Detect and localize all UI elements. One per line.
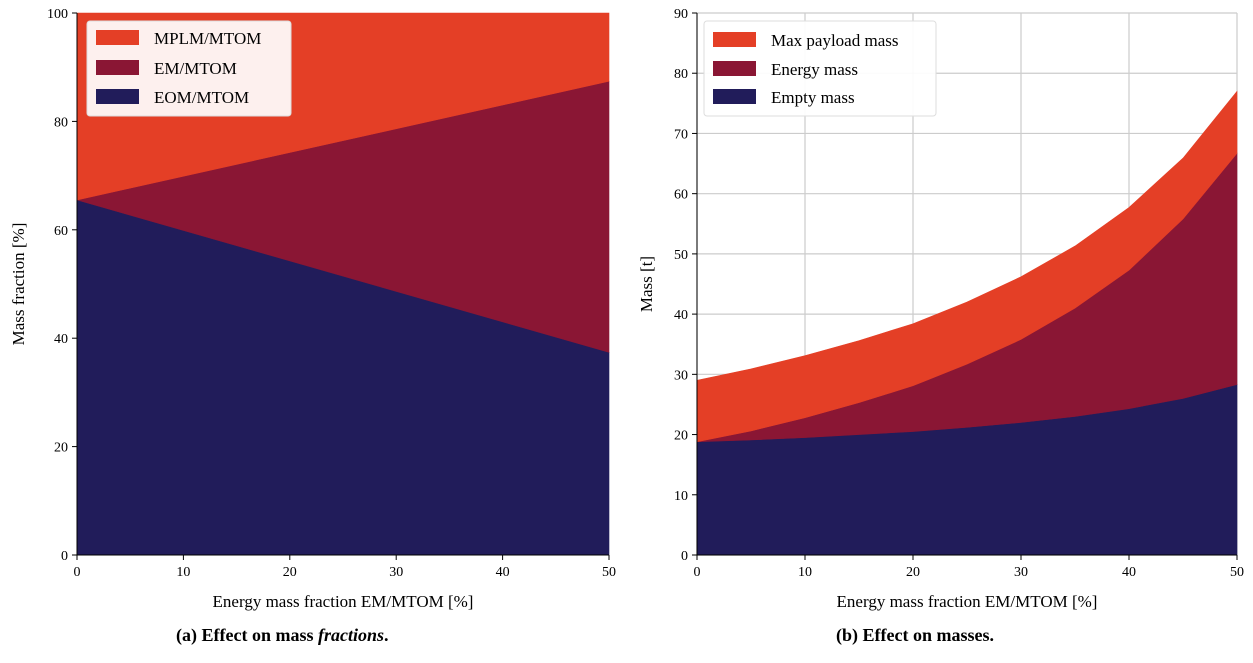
y-tick-label: 100 [47,7,68,22]
x-axis-label: Energy mass fraction EM/MTOM [%] [837,592,1098,611]
caption-a-label: (a) Effect on mass [176,625,314,645]
x-axis-label: Energy mass fraction EM/MTOM [%] [213,592,474,611]
legend-swatch [713,89,756,104]
y-tick-label: 20 [54,441,68,456]
y-tick-label: 0 [61,549,68,564]
x-tick-label: 0 [694,565,701,580]
area-max-payload-mass [696,90,1238,443]
y-tick-label: 60 [674,188,688,203]
x-tick-label: 40 [1122,565,1136,580]
chart-a: 0 10 20 30 40 50 0 20 40 60 80 100 Energy mass fract… [9,7,616,611]
legend-label: Energy mass [771,60,858,79]
x-tick-label: 20 [283,565,297,580]
chart-b: 0 10 20 30 40 50 0 10 20 30 40 50 60 70 80 90 Energy mas… [637,7,1244,611]
x-tick-label: 50 [602,565,616,580]
caption-b-label: (b) Effect on masses. [836,625,994,645]
legend-swatch [96,60,139,75]
x-tick-label: 20 [906,565,920,580]
legend-label: EM/MTOM [154,59,237,78]
y-tick-label: 50 [674,248,688,263]
x-tick-label: 50 [1230,565,1244,580]
y-tick-label: 10 [674,489,688,504]
legend-label: Max payload mass [771,31,898,50]
y-tick-label: 80 [674,67,688,82]
y-tick-label: 0 [681,549,688,564]
y-tick-label: 70 [674,127,688,142]
y-tick-label: 30 [674,368,688,383]
x-tick-label: 10 [798,565,812,580]
x-tick-label: 30 [389,565,403,580]
y-tick-label: 60 [54,224,68,239]
legend-swatch [713,32,756,47]
x-tick-label: 10 [176,565,190,580]
legend: MPLM/MTOM EM/MTOM EOM/MTOM [86,20,292,117]
y-axis-label: Mass fraction [%] [9,223,28,346]
legend-label: MPLM/MTOM [154,29,261,48]
x-tick-label: 0 [74,565,81,580]
caption-b: (b) Effect on masses. [836,625,994,646]
y-tick-label: 20 [674,429,688,444]
caption-a-emphasis: fractions [317,625,384,645]
legend-swatch [713,61,756,76]
y-tick-label: 40 [674,308,688,323]
caption-a: (a) Effect on mass fractions. [176,625,389,646]
legend-label: EOM/MTOM [154,88,249,107]
y-axis-label: Mass [t] [637,256,656,312]
legend-label: Empty mass [771,88,855,107]
y-tick-label: 40 [54,332,68,347]
x-tick-label: 40 [496,565,510,580]
x-tick-label: 30 [1014,565,1028,580]
legend: Max payload mass Energy mass Empty mass [703,20,937,117]
legend-swatch [96,30,139,45]
y-tick-label: 90 [674,7,688,22]
legend-box [703,20,937,117]
y-tick-label: 80 [54,115,68,130]
caption-a-end: . [384,625,389,645]
legend-swatch [96,89,139,104]
